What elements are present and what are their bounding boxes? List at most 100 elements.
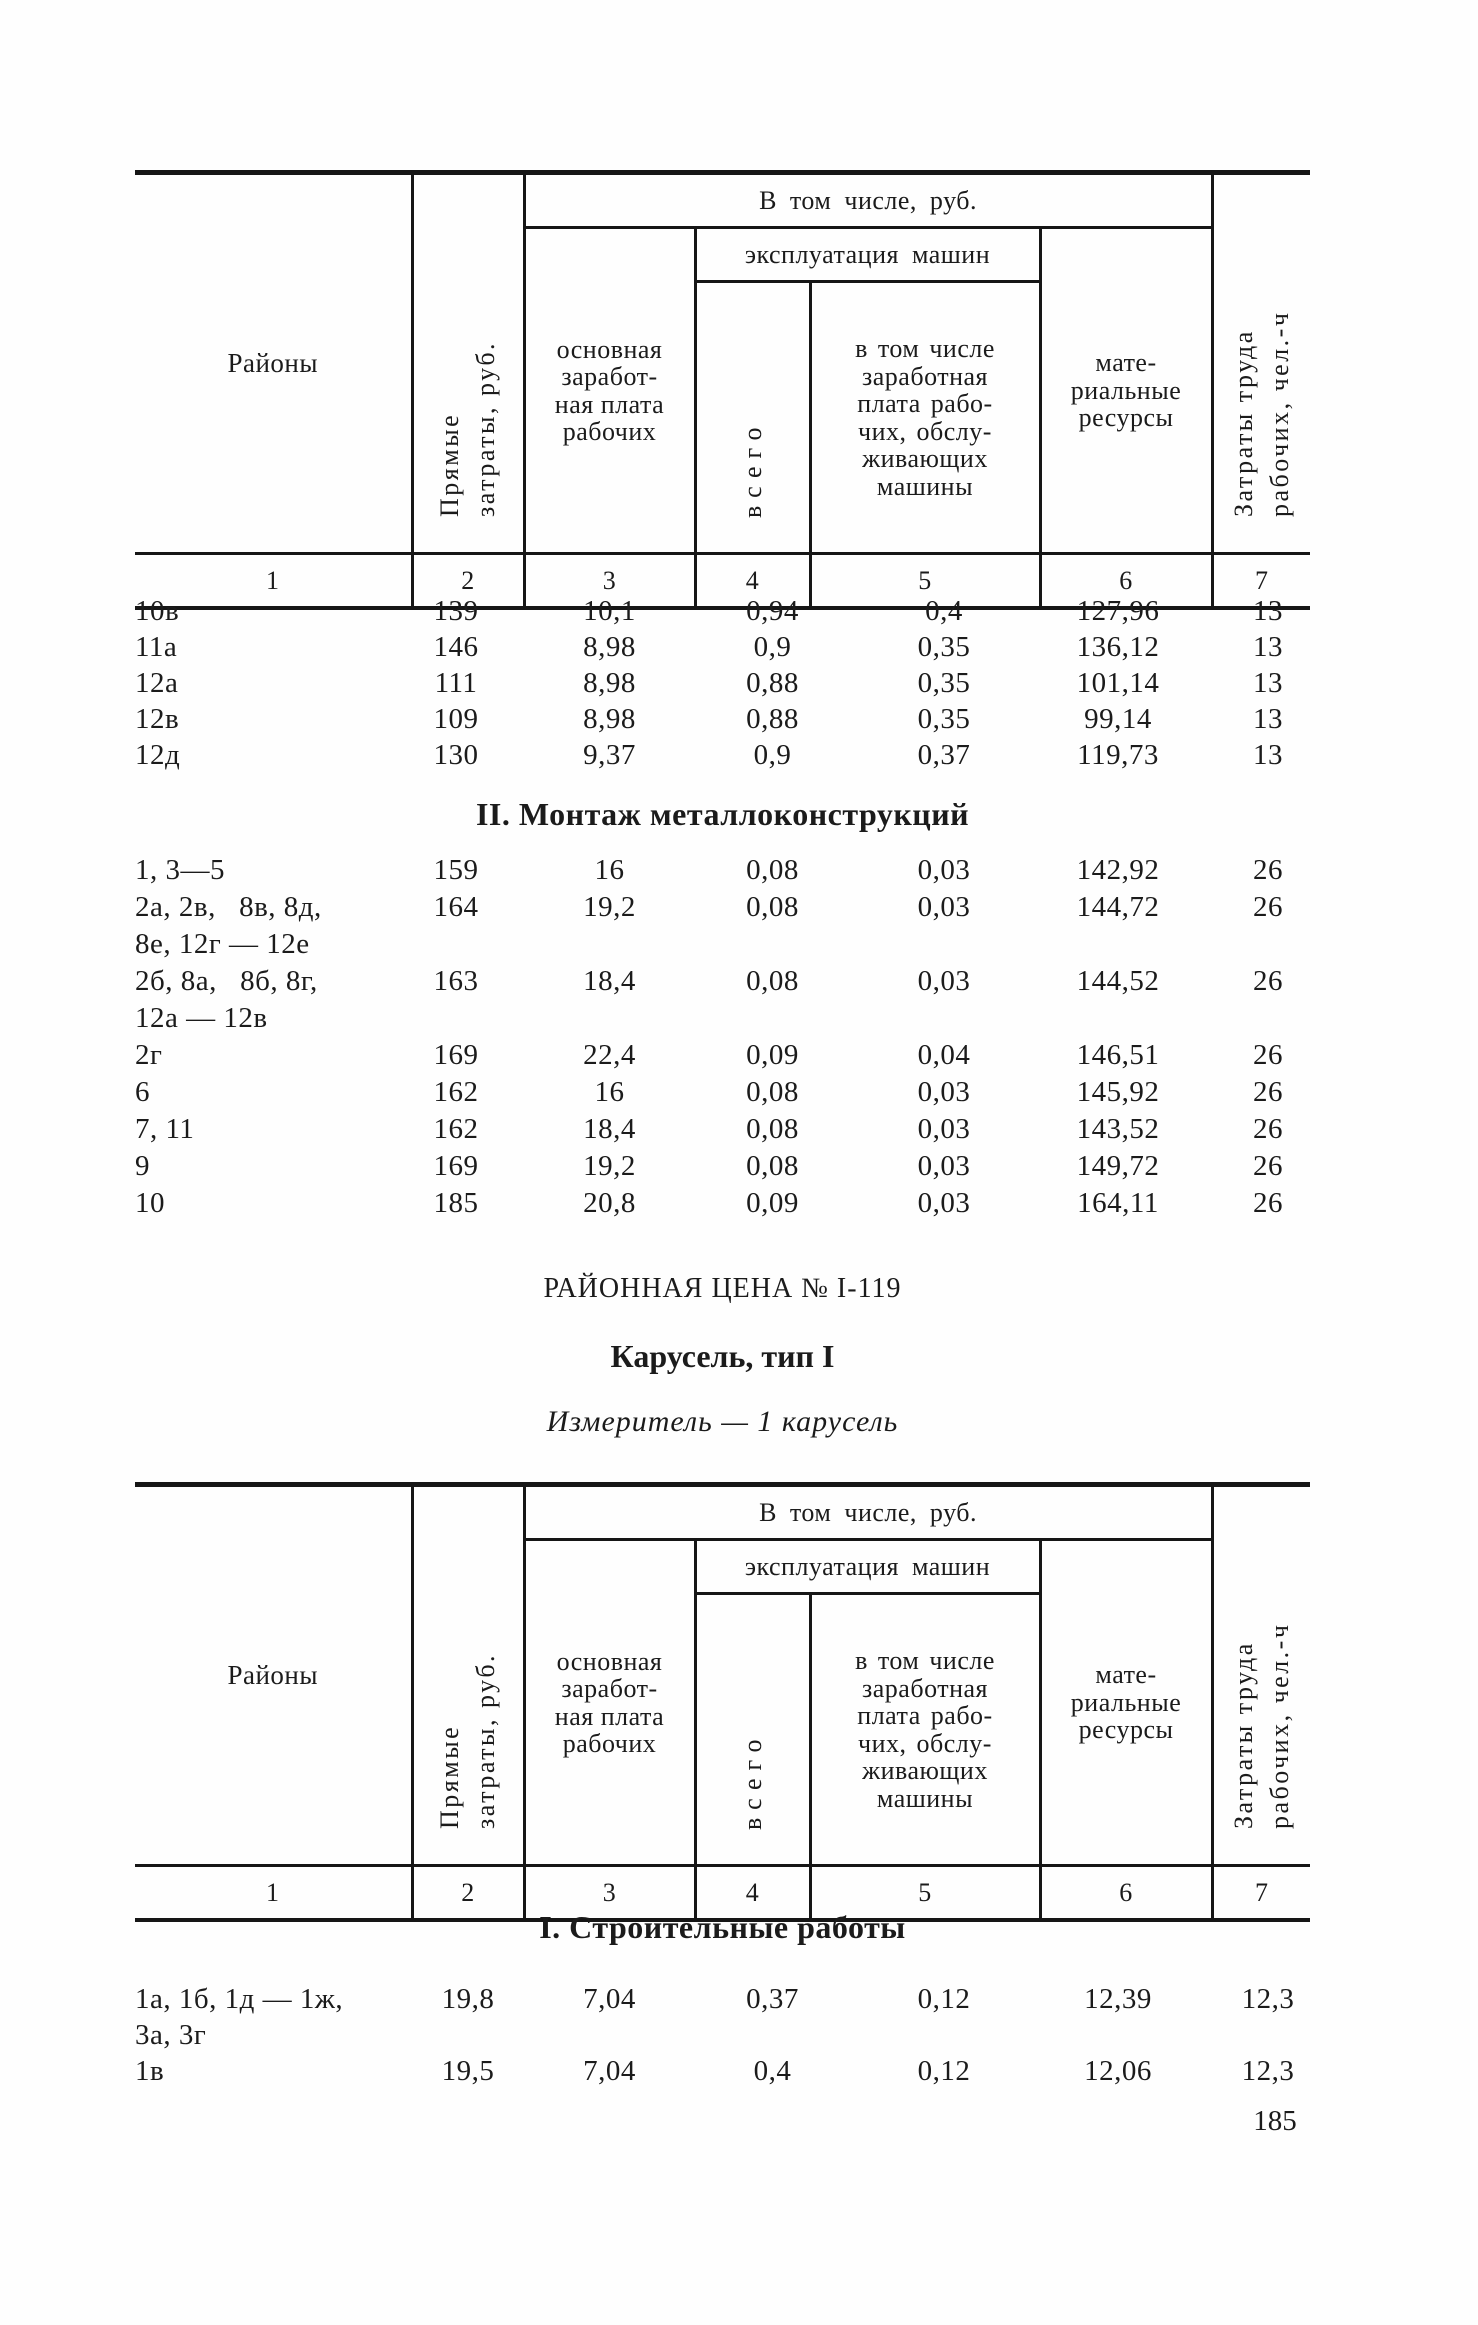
region-label-cell: 11а [135, 631, 178, 663]
table-row: 12а — 12в [135, 1000, 1310, 1037]
column-number: 2 [412, 552, 526, 608]
value-cell: 19,2 [583, 1150, 636, 1182]
rate-table-1-header: Районы Прямые затраты, руб. В том числе,… [135, 170, 1311, 610]
value-cell: 0,03 [917, 1150, 971, 1182]
table-row: 12а 111 8,98 0,88 0,35 101,14 13 [135, 665, 1310, 701]
value-cell: 0,4 [753, 2055, 792, 2087]
value-cell [1040, 1000, 1212, 1037]
value-cell: 19,2 [583, 891, 636, 923]
value-cell: 169 [433, 1150, 479, 1182]
value-cell: 185 [433, 1187, 479, 1219]
stroitelnye-rows-table: 1а, 1б, 1д — 1ж, 19,8 7,04 0,37 0,12 12,39 12,… [135, 1981, 1310, 2089]
rate-table-1: Районы Прямые затраты, руб. В том числе,… [135, 170, 1311, 610]
column-group-including-rub: В том числе, руб. [524, 1484, 1214, 1541]
value-cell [810, 2017, 1040, 2053]
value-cell: 0,09 [746, 1187, 799, 1219]
region-label-cell: 12д [135, 739, 181, 771]
column-number-row: 1 2 3 4 5 6 7 [135, 552, 1311, 608]
value-cell: 0,09 [746, 1039, 799, 1071]
value-cell: 109 [433, 703, 479, 735]
value-cell: 0,03 [917, 854, 971, 886]
region-label-cell: 12в [135, 703, 180, 735]
value-cell: 26 [1253, 1039, 1283, 1071]
rotated-total-label: всего [737, 418, 767, 518]
value-cell [810, 926, 1040, 963]
table-row: 1в 19,5 7,04 0,4 0,12 12,06 12,3 [135, 2053, 1310, 2089]
value-cell: 13 [1253, 595, 1283, 627]
column-header-machine-operators-wages: в том числе заработная плата рабо- чих, … [810, 281, 1042, 554]
value-cell: 19,8 [441, 1983, 495, 2015]
value-cell: 136,12 [1076, 631, 1160, 663]
value-cell: 130 [433, 739, 479, 771]
column-number: 3 [524, 1864, 697, 1920]
region-label-cell: 12а — 12в [135, 1002, 268, 1034]
value-cell: 164 [433, 891, 479, 923]
column-header-regions: Районы [135, 172, 414, 554]
value-cell: 0,03 [917, 1076, 971, 1108]
value-cell: 18,4 [583, 965, 636, 997]
value-cell [810, 1000, 1040, 1037]
value-cell: 169 [433, 1039, 479, 1071]
value-cell: 8,98 [583, 703, 636, 735]
value-cell: 0,35 [917, 703, 971, 735]
value-cell [412, 2017, 524, 2053]
region-label-cell: 7, 11 [135, 1113, 195, 1145]
scanned-document-page: Районы Прямые затраты, руб. В том числе,… [135, 0, 1311, 2325]
value-cell: 164,11 [1077, 1187, 1159, 1219]
column-header-basic-wages: основная заработ- ная плата рабочих [524, 1539, 697, 1866]
value-cell: 0,12 [917, 2055, 971, 2087]
value-cell [1212, 2017, 1310, 2053]
value-cell: 0,08 [746, 854, 799, 886]
value-cell: 10,1 [583, 595, 636, 627]
value-cell: 22,4 [583, 1039, 636, 1071]
value-cell: 146,51 [1076, 1039, 1160, 1071]
value-cell: 13 [1253, 667, 1283, 699]
column-number: 7 [1212, 1864, 1311, 1920]
page-number: 185 [1253, 2105, 1297, 2137]
column-number-row: 1 2 3 4 5 6 7 [135, 1864, 1311, 1920]
value-cell: 12,39 [1084, 1983, 1152, 2015]
value-cell: 0,88 [746, 703, 799, 735]
column-header-direct-costs: Прямые затраты, руб. [412, 172, 526, 554]
value-cell: 16 [594, 1076, 625, 1108]
value-cell: 162 [433, 1076, 479, 1108]
table-row: 2б, 8а, 8б, 8г, 163 18,4 0,08 0,03 144,52 26 [135, 963, 1310, 1000]
value-cell: 0,03 [917, 965, 971, 997]
value-cell: 12,3 [1241, 2055, 1295, 2087]
rotated-total-label: всего [737, 1730, 767, 1830]
column-header-machine-operators-wages: в том числе заработная плата рабо- чих, … [810, 1593, 1042, 1866]
value-cell: 159 [433, 854, 479, 886]
value-cell: 143,52 [1076, 1113, 1160, 1145]
value-cell: 0,9 [753, 631, 792, 663]
column-number: 3 [524, 552, 697, 608]
column-number: 4 [695, 1864, 812, 1920]
table-row: 11а 146 8,98 0,9 0,35 136,12 13 [135, 629, 1310, 665]
value-cell: 144,72 [1076, 891, 1160, 923]
column-number: 4 [695, 552, 812, 608]
value-cell: 0,35 [917, 631, 971, 663]
value-cell [524, 1000, 695, 1037]
region-label-cell: 1в [135, 2055, 165, 2087]
table-row: 3а, 3г [135, 2017, 1310, 2053]
value-cell: 9,37 [583, 739, 636, 771]
value-cell: 26 [1253, 1187, 1283, 1219]
value-cell: 0,08 [746, 1150, 799, 1182]
value-cell: 13 [1253, 631, 1283, 663]
value-cell [412, 926, 524, 963]
value-cell: 16 [594, 854, 625, 886]
column-header-direct-costs: Прямые затраты, руб. [412, 1484, 526, 1866]
region-label-cell: 2а, 2в, 8в, 8д, [135, 891, 322, 923]
value-cell: 163 [433, 965, 479, 997]
value-cell [412, 1000, 524, 1037]
value-cell: 0,04 [917, 1039, 971, 1071]
value-cell: 19,5 [441, 2055, 495, 2087]
value-cell: 144,52 [1076, 965, 1160, 997]
value-cell: 0,94 [746, 595, 799, 627]
region-label-cell: 1а, 1б, 1д — 1ж, [135, 1983, 344, 2015]
value-cell: 0,37 [917, 739, 971, 771]
section-heading-montazh: II. Монтаж металлоконструкций [475, 796, 970, 832]
table-row: 8е, 12г — 12е [135, 926, 1310, 963]
value-cell: 0,35 [917, 667, 971, 699]
value-cell: 142,92 [1076, 854, 1160, 886]
column-header-material-resources: мате- риальные ресурсы [1040, 227, 1214, 554]
